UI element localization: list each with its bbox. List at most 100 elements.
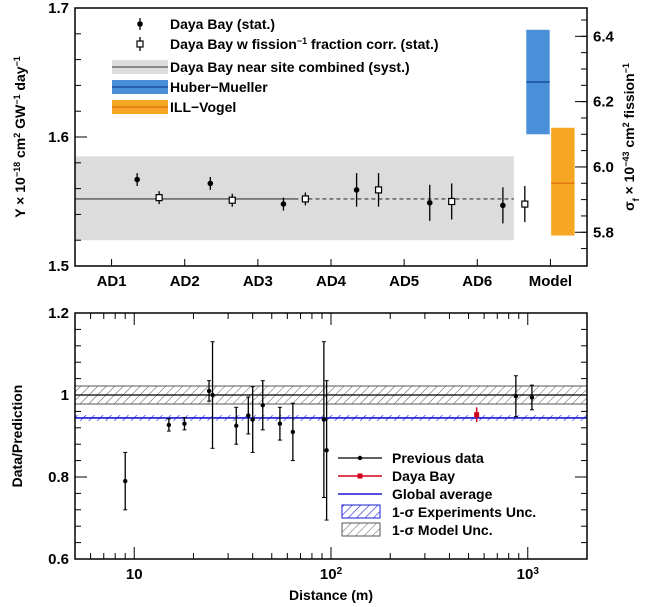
- top-y2-label-exp2: 2: [621, 122, 631, 127]
- top-y2-label-exp1: −43: [621, 152, 631, 167]
- x-tick-label: AD3: [243, 273, 273, 290]
- y-tick-label: 1.5: [48, 258, 69, 275]
- bottom-y-axis-label: Data/Prediction: [9, 385, 25, 488]
- daya-bay-point: [474, 412, 480, 418]
- legend-huber-mueller: Huber−Mueller: [112, 79, 268, 95]
- legend-label: ILL−Vogel: [170, 99, 236, 115]
- legend-label: Daya Bay (stat.): [170, 16, 275, 32]
- y2-tick-label: 6.4: [593, 28, 615, 45]
- top-y2-label-text2: × 10: [621, 167, 637, 199]
- legend-label: 1-σ Experiments Unc.: [392, 504, 536, 520]
- top-y-label-text3: GW: [12, 104, 28, 133]
- previous-point: [182, 421, 187, 426]
- x-tick-label: 10: [126, 566, 143, 583]
- bottom-panel: 0.6 0.8 1 1.2 10 102 103 Data/Prediction Dista…: [9, 305, 588, 603]
- bottom-x-axis-label: Distance (m): [289, 587, 373, 603]
- top-y-label-exp4: −1: [12, 56, 22, 66]
- previous-point: [210, 392, 215, 398]
- x-tick-label: AD6: [462, 273, 492, 290]
- legend-experiments-unc: 1-σ Experiments Unc.: [341, 504, 536, 520]
- point-stat: [426, 199, 433, 206]
- previous-point: [277, 421, 283, 426]
- legend-label: Daya Bay near site combined (syst.): [170, 59, 410, 75]
- point-corr: [228, 196, 236, 204]
- top-y-label-text2: cm: [12, 138, 28, 162]
- legend-daya-bay-stat: Daya Bay (stat.): [137, 16, 275, 32]
- top-y-label-text4: day: [12, 66, 28, 94]
- x-tick-label: 103: [517, 566, 540, 584]
- previous-point: [290, 429, 296, 435]
- legend-label: Daya Bay w fission−1 fraction corr. (sta…: [170, 36, 439, 52]
- top-bands: [75, 29, 575, 241]
- top-y-label-text: Y × 10: [12, 177, 28, 218]
- bottom-bands: [75, 385, 587, 421]
- y-tick-label: 0.8: [48, 469, 69, 486]
- point-corr: [155, 194, 163, 202]
- y-tick-label: 1: [61, 387, 69, 404]
- legend-previous-data: Previous data: [338, 450, 484, 466]
- legend-label: Huber−Mueller: [170, 79, 268, 95]
- top-y-label-exp2: 2: [12, 133, 22, 138]
- legend-label: 1-σ Model Unc.: [392, 522, 493, 538]
- previous-point: [321, 417, 327, 422]
- previous-point: [123, 478, 128, 484]
- previous-point: [206, 388, 212, 394]
- top-legend: Daya Bay (stat.) Daya Bay w fission−1 fr…: [112, 16, 439, 115]
- bottom-ticks: 0.6 0.8 1 1.2 10 102 103: [48, 305, 587, 583]
- point-stat: [207, 180, 214, 187]
- bottom-marks: [123, 341, 535, 521]
- top-marks: [134, 173, 529, 224]
- previous-point: [246, 413, 251, 418]
- previous-point: [529, 395, 535, 400]
- bottom-legend: Previous data Daya Bay Global average 1-…: [338, 450, 536, 538]
- legend-near-site-combined: Daya Bay near site combined (syst.): [112, 59, 410, 75]
- point-stat: [280, 201, 287, 207]
- y-tick-label: 0.6: [48, 551, 69, 568]
- y-tick-label: 1.7: [48, 0, 69, 17]
- bottom-plot-frame: [74, 312, 588, 560]
- x-tick-label: AD4: [316, 273, 347, 290]
- x-tick-label: AD2: [170, 273, 200, 290]
- point-corr: [301, 195, 309, 203]
- top-y-axis-label: Y × 10−18 cm2 GW−1 day−1: [12, 56, 28, 218]
- y2-tick-label: 5.8: [593, 224, 614, 241]
- point-corr: [521, 200, 529, 208]
- top-panel: AD1 AD2 AD3 AD4 AD5 AD6 Model 1.5 1.6 1.7 5.8 6.0 6.…: [12, 0, 641, 290]
- point-corr: [374, 186, 383, 194]
- previous-point: [250, 417, 255, 422]
- previous-point: [324, 448, 329, 453]
- point-corr: [448, 197, 456, 206]
- top-y2-label-text4: fission: [621, 73, 637, 122]
- x-tick-label: 102: [320, 566, 343, 584]
- legend-label: Previous data: [392, 450, 484, 466]
- point-stat: [500, 202, 506, 209]
- legend-label: Global average: [392, 486, 493, 502]
- x-tick-label: AD1: [97, 273, 127, 290]
- top-ticks: AD1 AD2 AD3 AD4 AD5 AD6 Model 1.5 1.6 1.7 5.8 6.0 6.…: [48, 0, 614, 290]
- top-y2-axis-label: σf × 10−43 cm2 fission−1: [621, 63, 641, 211]
- previous-point: [513, 394, 519, 399]
- legend-ill-vogel: ILL−Vogel: [112, 99, 236, 115]
- top-y-label-exp3: −1: [12, 94, 22, 104]
- x-tick-label: AD5: [389, 273, 419, 290]
- legend-daya-bay-corr: Daya Bay w fission−1 fraction corr. (sta…: [136, 36, 439, 52]
- top-y2-label-text3: cm: [621, 127, 637, 151]
- y2-tick-label: 6.0: [593, 159, 614, 176]
- y2-tick-label: 6.2: [593, 94, 614, 111]
- legend-global-average: Global average: [338, 486, 493, 502]
- legend-model-unc: 1-σ Model Unc.: [341, 522, 493, 538]
- previous-point: [260, 403, 265, 408]
- point-stat: [353, 187, 360, 193]
- point-stat: [134, 176, 140, 183]
- top-y2-label-text: σ: [621, 201, 637, 211]
- previous-point: [234, 423, 239, 428]
- legend-label: Daya Bay: [392, 468, 455, 484]
- ill-vogel-band: [551, 127, 575, 236]
- x-tick-label: Model: [529, 273, 572, 290]
- top-y-label-exp1: −18: [12, 162, 22, 177]
- top-y2-label-sub: f: [631, 197, 641, 201]
- y-tick-label: 1.6: [48, 129, 69, 146]
- legend-daya-bay: Daya Bay: [338, 468, 455, 484]
- previous-point: [166, 422, 172, 428]
